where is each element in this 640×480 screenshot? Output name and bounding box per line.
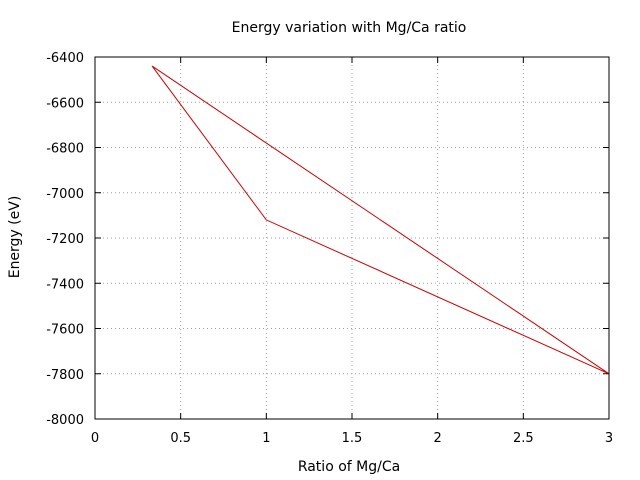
y-tick-label: -6800 <box>46 142 84 157</box>
series-line <box>151 65 610 375</box>
chart-title: Energy variation with Mg/Ca ratio <box>232 20 467 36</box>
x-tick-label: 2.5 <box>513 431 534 446</box>
x-tick-label: 0.5 <box>170 431 191 446</box>
series-layer <box>151 65 610 375</box>
x-axis-label: Ratio of Mg/Ca <box>298 459 400 475</box>
y-axis-label: Energy (eV) <box>7 196 23 279</box>
x-tick-label: 1 <box>262 431 270 446</box>
axis-ticks: 0 0.5 1 1.5 2 2.5 3 -8000 -7800 -7600 -7400 -7200 -7… <box>46 51 613 446</box>
y-tick-label: -7600 <box>46 323 84 338</box>
y-tick-label: -6400 <box>46 51 84 66</box>
x-tick-label: 2 <box>434 431 442 446</box>
plot-frame <box>94 56 610 420</box>
y-tick-label: -7800 <box>46 368 84 383</box>
y-tick-label: -8000 <box>46 413 84 428</box>
y-tick-label: -7000 <box>46 187 84 202</box>
y-tick-label: -7200 <box>46 232 84 247</box>
x-tick-label: 3 <box>605 431 613 446</box>
x-tick-label: 1.5 <box>342 431 363 446</box>
x-tick-label: 0 <box>91 431 99 446</box>
y-tick-label: -6600 <box>46 96 84 111</box>
grid <box>95 57 609 419</box>
y-tick-label: -7400 <box>46 277 84 292</box>
